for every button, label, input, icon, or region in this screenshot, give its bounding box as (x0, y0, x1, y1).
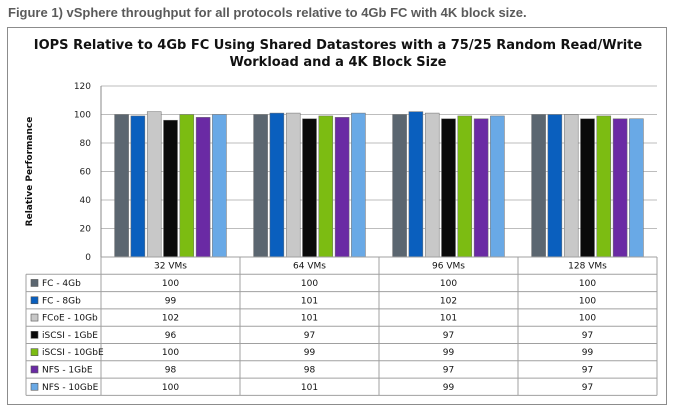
bar (612, 118, 628, 258)
data-label: 99 (304, 348, 316, 358)
data-label: 100 (579, 314, 596, 324)
figure-caption: Figure 1) vSphere throughput for all pro… (8, 5, 527, 20)
bar (318, 115, 334, 258)
y-tick-label: 60 (80, 168, 92, 178)
legend-swatch (30, 382, 39, 391)
bar (146, 111, 162, 258)
legend-swatch (30, 365, 39, 374)
bar (408, 111, 424, 258)
data-label: 98 (304, 365, 316, 375)
legend-swatch (30, 279, 39, 287)
bar (531, 114, 546, 258)
data-label: 100 (162, 383, 179, 393)
data-label: 100 (579, 296, 596, 306)
bar (130, 115, 146, 258)
bar (490, 115, 505, 258)
data-label: 99 (443, 383, 455, 393)
y-axis-label: Relative Performance (25, 117, 35, 227)
bar (441, 118, 456, 258)
chart-title-line2: Workload and a 4K Block Size (229, 55, 447, 70)
bar (114, 114, 129, 258)
bar (179, 114, 195, 258)
bar (269, 112, 285, 258)
legend-label: NFS - 10GbE (42, 383, 99, 393)
data-label: 101 (301, 314, 318, 324)
x-tick-label: 32 VMs (154, 262, 187, 272)
bar (596, 115, 612, 258)
bar (424, 112, 440, 258)
data-label: 100 (162, 279, 179, 289)
legend-label: iSCSI - 10GbE (42, 348, 104, 358)
data-label: 100 (162, 348, 179, 358)
data-label: 101 (440, 314, 457, 324)
bar (253, 114, 268, 258)
legend-label: FC - 8Gb (42, 296, 81, 306)
legend-label: NFS - 1GbE (42, 365, 93, 375)
data-label: 101 (301, 296, 318, 306)
bar (285, 112, 301, 258)
data-label: 99 (582, 348, 594, 358)
legend-label: iSCSI - 1GbE (42, 331, 98, 341)
data-label: 100 (301, 279, 318, 289)
data-label: 97 (443, 331, 454, 341)
y-tick-label: 120 (74, 82, 91, 92)
bar (351, 112, 366, 258)
data-label: 101 (301, 383, 318, 393)
bar (457, 115, 473, 258)
x-tick-label: 96 VMs (432, 262, 465, 272)
legend-swatch (30, 313, 39, 322)
data-label: 98 (165, 365, 177, 375)
data-label: 99 (165, 296, 177, 306)
x-tick-label: 128 VMs (568, 262, 607, 272)
y-tick-label: 40 (80, 196, 92, 206)
legend-label: FC - 4Gb (42, 279, 81, 289)
y-tick-label: 80 (80, 139, 92, 149)
data-label: 97 (304, 331, 315, 341)
bar (163, 119, 178, 258)
legend-swatch (30, 348, 39, 356)
data-label: 97 (443, 365, 454, 375)
data-label: 96 (165, 331, 177, 341)
bar (563, 114, 579, 258)
data-label: 99 (443, 348, 455, 358)
data-label: 100 (440, 279, 457, 289)
data-label: 102 (440, 296, 457, 306)
legend-swatch (30, 296, 39, 305)
data-label: 97 (582, 331, 593, 341)
chart-title-line1: IOPS Relative to 4Gb FC Using Shared Dat… (33, 38, 643, 53)
bar (392, 114, 407, 258)
y-tick-label: 0 (85, 253, 91, 263)
y-tick-label: 20 (80, 225, 92, 235)
bar (334, 117, 350, 258)
bar (212, 114, 227, 258)
x-tick-label: 64 VMs (293, 262, 326, 272)
data-label: 100 (579, 279, 596, 289)
data-label: 97 (582, 365, 593, 375)
bar (195, 117, 211, 258)
legend-label: FCoE - 10Gb (42, 314, 98, 324)
bar (302, 118, 317, 258)
y-tick-label: 100 (74, 111, 91, 121)
bar (629, 118, 644, 258)
bar (547, 114, 563, 258)
legend-swatch (30, 331, 39, 339)
bar (580, 118, 595, 258)
bar (473, 118, 489, 258)
data-label: 102 (162, 314, 179, 324)
data-label: 97 (582, 383, 593, 393)
